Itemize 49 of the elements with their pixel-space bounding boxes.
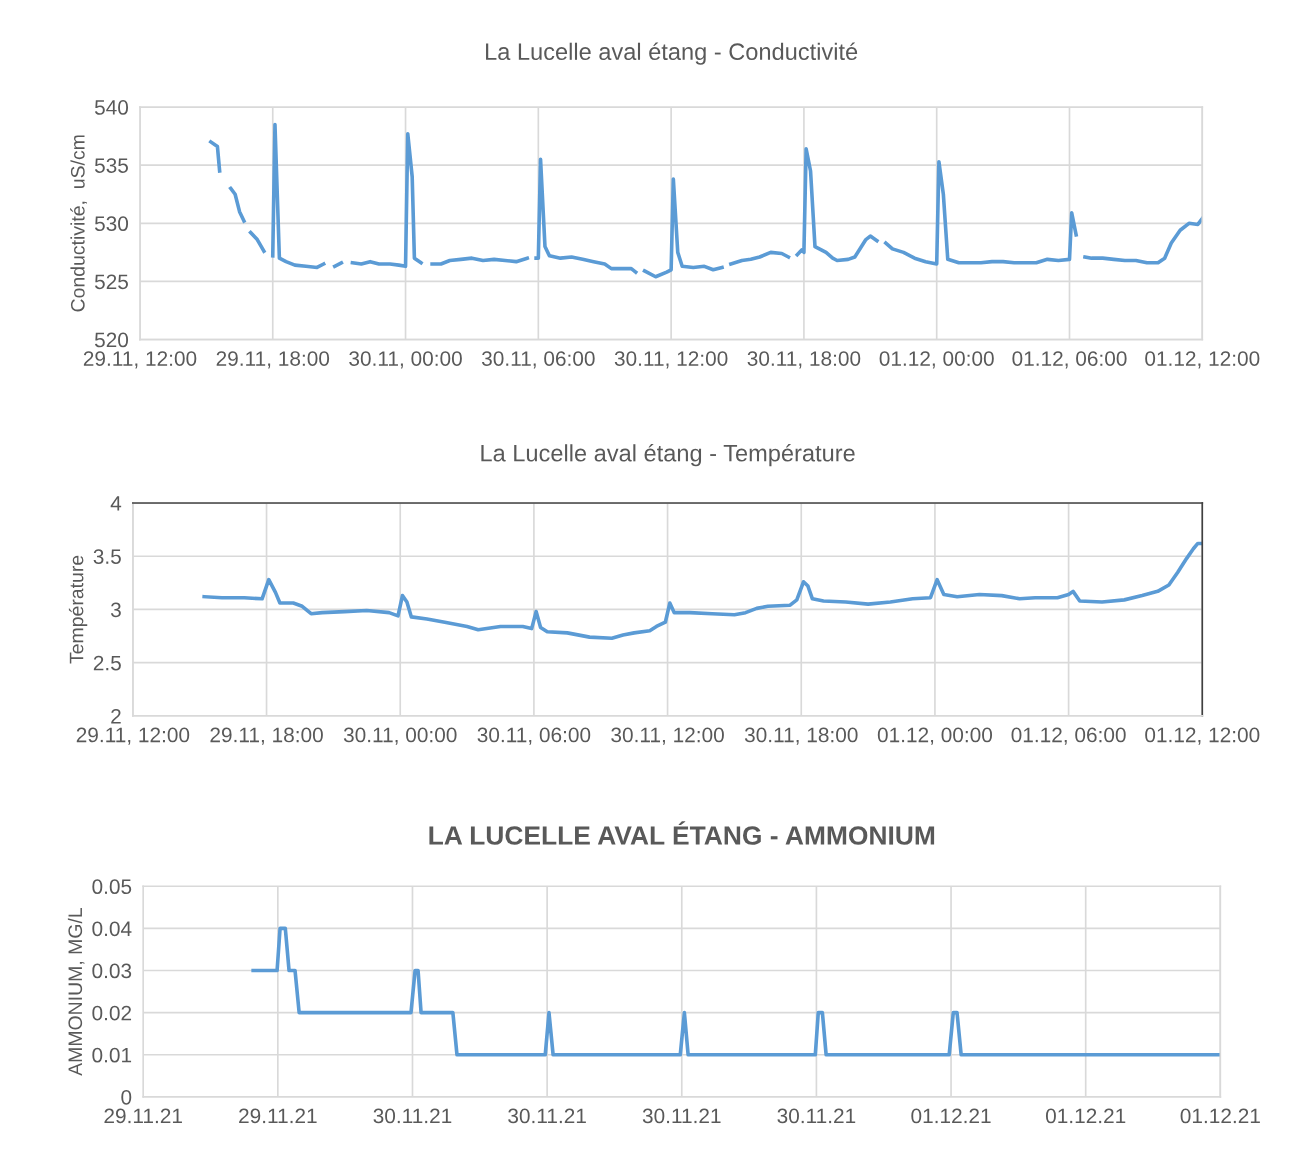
x-tick-label: 29.11, 12:00 xyxy=(83,351,197,369)
y-tick-label: 0 xyxy=(121,1089,132,1105)
x-tick-label: 01.12.21 xyxy=(1180,1108,1260,1124)
y-axis-title: Température xyxy=(68,555,88,664)
x-tick-label: 30.11, 06:00 xyxy=(481,351,595,369)
x-tick-label: 01.12, 06:00 xyxy=(1012,351,1127,369)
y-tick-label: 535 xyxy=(94,158,128,173)
x-tick-label: 30.11, 06:00 xyxy=(477,727,591,745)
x-tick-label: 30.11.21 xyxy=(508,1108,586,1124)
x-tick-label: 29.11, 18:00 xyxy=(210,727,323,745)
x-tick-label: 01.12, 12:00 xyxy=(1145,727,1260,745)
x-tick-label: 30.11, 18:00 xyxy=(744,727,858,745)
x-tick-label: 30.11.21 xyxy=(642,1108,721,1124)
x-tick-label: 01.12, 06:00 xyxy=(1011,727,1126,745)
y-tick-label: 0.03 xyxy=(92,963,132,979)
x-tick-label: 30.11, 12:00 xyxy=(611,727,724,745)
x-tick-label: 30.11, 00:00 xyxy=(349,351,462,369)
x-tick-label: 01.12.21 xyxy=(911,1108,991,1124)
y-tick-label: 2.5 xyxy=(93,655,121,671)
x-tick-label: 30.11, 18:00 xyxy=(747,351,861,369)
x-tick-label: 01.12, 00:00 xyxy=(877,727,993,745)
y-tick-label: 0.01 xyxy=(92,1047,132,1063)
y-axis-title: Conductivité, uS/cm xyxy=(70,135,87,312)
y-tick-label: 3 xyxy=(110,602,121,618)
x-tick-label: 29.11.21 xyxy=(239,1108,317,1124)
x-tick-label: 30.11.21 xyxy=(373,1108,452,1124)
y-tick-label: 525 xyxy=(94,274,128,290)
x-tick-label: 01.12, 12:00 xyxy=(1145,351,1260,369)
x-tick-label: 01.12, 00:00 xyxy=(879,351,994,369)
x-tick-label: 29.11.21 xyxy=(104,1108,182,1124)
chart-title: La Lucelle aval étang - Conductivité xyxy=(486,42,858,65)
x-tick-label: 30.11, 00:00 xyxy=(343,727,457,745)
y-tick-label: 3.5 xyxy=(93,549,121,564)
x-tick-label: 30.11, 12:00 xyxy=(614,351,728,369)
x-tick-label: 01.12.21 xyxy=(1045,1108,1126,1124)
y-tick-label: 0.02 xyxy=(92,1005,132,1021)
y-tick-label: 2 xyxy=(111,708,121,724)
y-tick-label: 520 xyxy=(94,332,129,348)
x-tick-label: 29.11, 18:00 xyxy=(216,351,330,369)
y-tick-label: 4 xyxy=(110,496,122,511)
y-axis-title: AMMONIUM, MG/L xyxy=(67,907,85,1076)
x-tick-label: 29.11, 12:00 xyxy=(76,727,190,745)
y-tick-label: 540 xyxy=(94,100,129,115)
y-tick-label: 530 xyxy=(94,216,129,232)
chart-title: La Lucelle aval étang - Température xyxy=(481,443,855,467)
chart-title: LA LUCELLE AVAL ÉTANG - AMMONIUM xyxy=(429,821,935,845)
y-tick-label: 0.05 xyxy=(92,879,132,895)
x-tick-label: 30.11.21 xyxy=(777,1108,856,1124)
y-tick-label: 0.04 xyxy=(92,921,132,937)
